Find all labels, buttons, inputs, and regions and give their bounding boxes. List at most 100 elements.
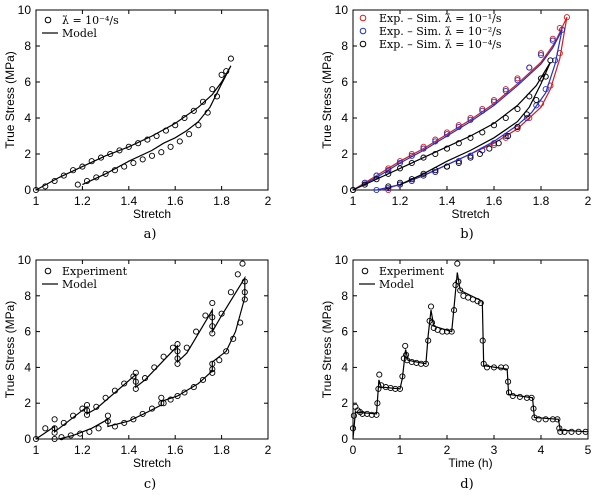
data-point [186, 131, 193, 138]
data-point [139, 410, 146, 417]
data-point [181, 389, 188, 396]
y-axis-label: True Stress (MPa) [320, 301, 334, 399]
y-tick-label: 6 [24, 325, 31, 339]
legend-marker [359, 40, 367, 48]
data-point [533, 96, 540, 104]
data-point [523, 114, 530, 122]
panel-a: 1 1.2 1.4 1.6 1.8 2 0 2 4 6 8 10 Stretch True Stress … [3, 3, 272, 242]
data-point [350, 412, 357, 419]
data-point [443, 328, 451, 335]
data-point [514, 105, 521, 113]
x-tick-label: 1.2 [74, 194, 91, 208]
data-point [549, 37, 556, 44]
data-point [190, 107, 197, 114]
y-tick-label: 8 [24, 289, 31, 303]
panel-caption: a) [144, 227, 157, 242]
legend-label: Exp. – Sim. λ̇ = 10⁻⁴/s [379, 38, 502, 51]
y-tick-label: 10 [335, 3, 349, 17]
data-point [139, 156, 146, 163]
legend-label: Experiment [62, 265, 128, 278]
legend-marker [359, 27, 367, 35]
series-line [352, 29, 563, 191]
y-tick-label: 10 [18, 3, 32, 17]
data-point [455, 159, 462, 167]
data-point [514, 75, 521, 82]
y-tick-label: 8 [341, 39, 348, 53]
data-point [130, 159, 137, 167]
x-axis-label: Time (h) [448, 456, 492, 470]
legend-label: Model [62, 278, 97, 291]
data-point [116, 147, 123, 154]
data-point [148, 152, 156, 159]
data-point [111, 423, 118, 430]
legend-label: Model [62, 27, 97, 40]
series-line [352, 272, 589, 440]
y-axis-label: True Stress (MPa) [320, 51, 334, 149]
data-point [125, 143, 132, 150]
data-point [476, 150, 483, 158]
data-point [32, 186, 40, 194]
data-point [227, 289, 234, 296]
data-point [486, 145, 493, 152]
x-tick-label: 3 [491, 443, 498, 457]
data-point [408, 176, 415, 183]
y-axis-label: True Stress (MPa) [3, 301, 17, 399]
data-point [427, 303, 435, 310]
legend-label: λ̇ = 10⁻⁴/s [62, 14, 119, 27]
legend-label: Model [379, 278, 414, 291]
data-point [514, 77, 521, 84]
y-tick-label: 0 [341, 432, 348, 446]
data-point [199, 98, 207, 105]
data-point [349, 186, 357, 194]
data-point [107, 150, 114, 158]
data-point [467, 154, 474, 161]
data-point [526, 64, 533, 71]
x-tick-label: 1.6 [167, 443, 184, 457]
data-point [490, 98, 498, 105]
data-point [523, 111, 530, 118]
data-point [454, 260, 461, 267]
x-tick-label: 1.2 [74, 443, 91, 457]
data-point [42, 425, 49, 432]
data-point [216, 357, 223, 364]
data-point [130, 416, 137, 423]
data-point [218, 71, 225, 78]
x-tick-label: 1.8 [213, 443, 230, 457]
y-tick-label: 0 [24, 183, 31, 197]
data-point [239, 260, 246, 267]
y-tick-label: 8 [341, 289, 348, 303]
x-tick-label: 1.6 [486, 194, 503, 208]
panel-b: 1 1.2 1.4 1.6 1.8 2 0 2 4 6 8 10 Stretch True Stress … [320, 3, 592, 242]
x-tick-label: 4 [538, 443, 545, 457]
data-point [193, 328, 200, 335]
data-point [537, 51, 545, 59]
data-point [190, 384, 197, 391]
data-point [60, 172, 67, 179]
x-tick-label: 2 [265, 194, 272, 208]
x-tick-label: 2 [585, 194, 592, 208]
y-tick-label: 6 [341, 325, 348, 339]
data-point [368, 411, 375, 418]
y-axis-label: True Stress (MPa) [3, 51, 17, 149]
y-tick-label: 2 [24, 396, 31, 410]
data-point [376, 371, 383, 378]
legend-marker [44, 16, 52, 24]
y-tick-label: 6 [24, 75, 31, 89]
data-point [542, 416, 549, 423]
data-point [385, 170, 392, 177]
data-point [158, 400, 165, 407]
data-point [396, 165, 404, 172]
data-point [51, 435, 58, 443]
legend-label: Experiment [379, 265, 445, 278]
data-point [402, 342, 409, 349]
panel-caption: d) [460, 477, 473, 492]
data-point [349, 425, 357, 432]
data-point [141, 375, 149, 382]
data-point [385, 183, 392, 190]
data-point [385, 167, 392, 174]
data-point [535, 416, 542, 423]
data-point [514, 125, 521, 132]
data-point [223, 348, 230, 355]
data-point [234, 271, 241, 278]
data-point [359, 410, 366, 417]
